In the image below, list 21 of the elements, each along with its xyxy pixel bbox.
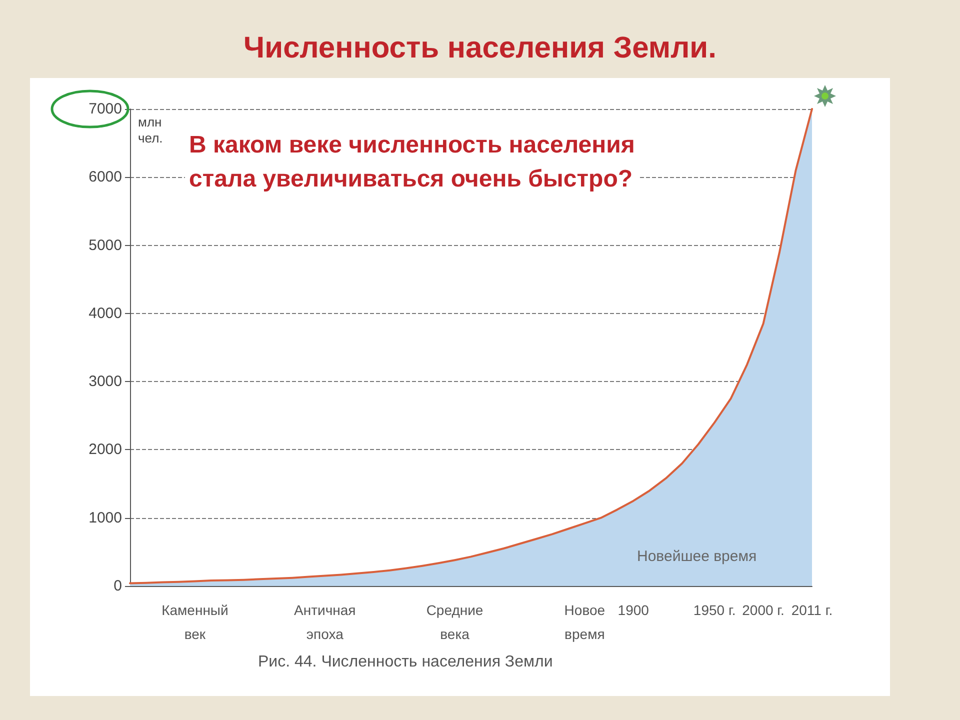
y-tick-label: 5000: [88, 236, 122, 254]
chart-title: Численность населения Земли.: [244, 32, 716, 64]
y-tick-label: 4000: [88, 304, 122, 322]
y-axis-title: млн чел.: [138, 114, 163, 146]
x-tick-label: Античная эпоха: [294, 602, 356, 642]
y-tick-label: 2000: [88, 441, 122, 458]
x-tick-label: 1900: [618, 602, 650, 618]
x-tick-label: 2011 г.: [791, 602, 833, 618]
y-tick-label: 1000: [88, 509, 122, 526]
x-tick-label: 2000 г.: [742, 602, 784, 618]
text: Рис. 44. Численность населения Земли: [258, 654, 553, 670]
x-tick-label: 1950 г.: [693, 602, 736, 618]
annotation: В каком веке численность населения стала увеличиваться очень быстро?: [189, 132, 635, 192]
y-tick-label: 3000: [88, 373, 122, 390]
x-tick-label: Каменный век: [162, 602, 228, 642]
x-tick-label: Новое время: [564, 602, 606, 642]
x-tick-label: Средние века: [426, 602, 484, 642]
y-tick-label: 0: [114, 578, 122, 594]
annotation: Новейшее время: [637, 548, 757, 565]
y-tick-label: 7000: [88, 100, 122, 118]
y-tick-label: 6000: [88, 168, 122, 186]
